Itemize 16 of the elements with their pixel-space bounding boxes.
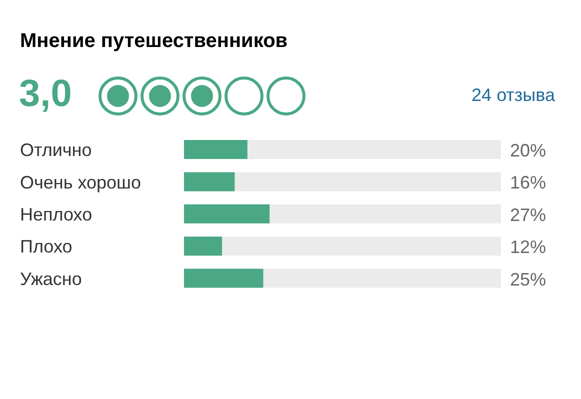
data-label: 25% [510,269,546,290]
y-tick-label: Отлично [20,140,92,160]
y-tick-label: Плохо [20,236,72,257]
text: 3,0 [19,73,72,116]
data-label: 12% [510,237,546,258]
chart-title: Мнение путешественников [20,30,288,53]
bar [184,140,248,159]
bar [184,172,235,192]
bar [184,236,222,256]
y-tick-label: Очень хорошо [20,172,141,192]
data-label: 16% [510,172,546,193]
text: 24 отзыва [472,85,555,106]
y-tick-label: Ужасно [20,268,82,289]
y-tick-label: Неплохо [20,204,92,224]
data-label: 20% [510,140,546,160]
data-label: 27% [510,204,546,225]
